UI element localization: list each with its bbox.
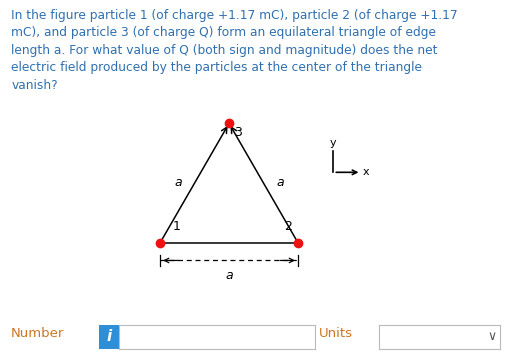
Text: 1: 1 xyxy=(173,220,181,233)
Text: ∨: ∨ xyxy=(487,330,496,343)
Text: 3: 3 xyxy=(235,126,242,139)
Text: a: a xyxy=(276,177,284,190)
Text: Number: Number xyxy=(11,327,65,340)
Text: a: a xyxy=(174,177,182,190)
Text: 2: 2 xyxy=(285,220,292,233)
Text: y: y xyxy=(330,138,337,148)
Text: Units: Units xyxy=(319,327,353,340)
Text: In the figure particle 1 (of charge +1.17 mC), particle 2 (of charge +1.17
mC), : In the figure particle 1 (of charge +1.1… xyxy=(11,9,458,92)
Text: a: a xyxy=(225,269,233,282)
Text: x: x xyxy=(362,167,370,177)
Text: i: i xyxy=(106,329,111,344)
